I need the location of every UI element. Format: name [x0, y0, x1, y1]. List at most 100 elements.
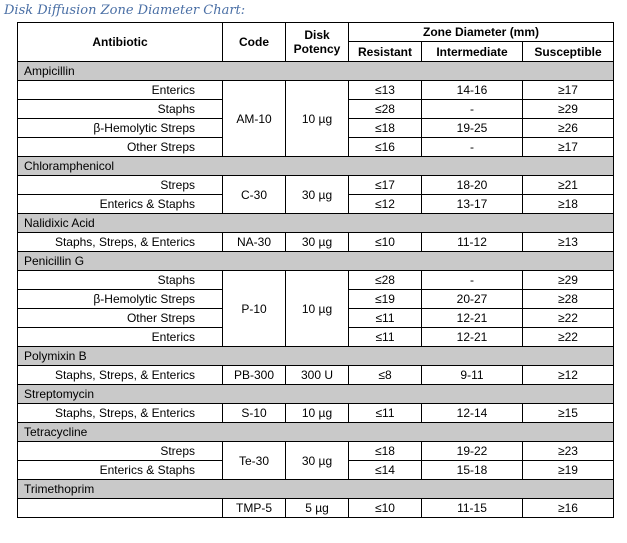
antibiotic-group-row: Polymixin B [16, 346, 615, 366]
code-cell: C-30 [222, 175, 286, 214]
resistant-cell: ≤10 [348, 232, 422, 252]
header-row-top: Antibiotic Code Disk Potency Zone Diamet… [17, 22, 615, 62]
organism-cell: Staphs, Streps, & Enterics [17, 403, 223, 423]
table-row: Staphs, Streps, & Enterics S-10 10 µg ≤11 12… [17, 403, 615, 423]
organism-cell: Streps [17, 175, 223, 195]
antibiotic-group-row: Trimethoprim [16, 479, 615, 499]
table-row: Staphs ≤28- ≥29 [17, 99, 615, 119]
resistant-cell: ≤11 [348, 327, 422, 347]
organism-cell: Enterics & Staphs [17, 460, 223, 480]
intermediate-cell: 11-15 [421, 498, 523, 518]
susceptible-cell: ≥17 [521, 80, 615, 100]
table-row: Streps Te-30 30 µg ≤18 19-22 ≥23 [17, 441, 615, 480]
header-zone-diameter: Zone Diameter (mm) [347, 22, 615, 42]
susceptible-cell: ≥22 [521, 308, 615, 328]
intermediate-cell: 13-17 [421, 194, 523, 214]
antibiotic-group-row: Chloramphenicol [16, 156, 615, 176]
table-row: TMP-5 5 µg ≤10 11-15 ≥16 [17, 498, 615, 518]
resistant-cell: ≤17 [348, 175, 422, 195]
table-row: Enterics AM-10 10 µg ≤13 14-16 ≥17 [17, 80, 615, 157]
organism-cell: Staphs [17, 270, 223, 290]
susceptible-cell: ≥16 [521, 498, 615, 518]
table-row: Enterics & Staphs ≤14 15-18 ≥19 [17, 460, 615, 480]
code-cell: Te-30 [222, 441, 286, 480]
potency-cell: 30 µg [285, 232, 349, 252]
intermediate-cell: 19-22 [421, 441, 523, 461]
susceptible-cell: ≥29 [521, 99, 615, 119]
intermediate-cell: 12-21 [421, 327, 523, 347]
code-cell: P-10 [222, 270, 286, 347]
header-antibiotic: Antibiotic [17, 22, 223, 62]
resistant-cell: ≤11 [348, 308, 422, 328]
intermediate-cell: 12-21 [421, 308, 523, 328]
code-cell: NA-30 [222, 232, 286, 252]
intermediate-cell: 20-27 [421, 289, 523, 309]
potency-cell: 30 µg [285, 175, 349, 214]
resistant-cell: ≤28 [348, 270, 422, 290]
resistant-cell: ≤18 [348, 118, 422, 138]
chart-title: Disk Diffusion Zone Diameter Chart: [4, 3, 246, 18]
susceptible-cell: ≥29 [521, 270, 615, 290]
antibiotic-name: Chloramphenicol [16, 156, 615, 176]
table-row: Staphs P-10 10 µg ≤28- ≥29 [17, 270, 615, 347]
table-row: Staphs, Streps, & Enterics PB-300 300 U ≤8 9… [17, 365, 615, 385]
organism-cell: Staphs, Streps, & Enterics [17, 232, 223, 252]
header-potency-line1: Disk [304, 28, 330, 42]
potency-cell: 10 µg [285, 270, 349, 347]
potency-cell: 10 µg [285, 80, 349, 157]
table-row: β-Hemolytic Streps ≤19 20-27 ≥28 [17, 289, 615, 309]
susceptible-cell: ≥17 [521, 137, 615, 157]
antibiotic-name: Nalidixic Acid [16, 213, 615, 233]
intermediate-cell: 11-12 [421, 232, 523, 252]
intermediate-cell: 14-16 [421, 80, 523, 100]
code-cell: TMP-5 [222, 498, 286, 518]
code-cell: AM-10 [222, 80, 286, 157]
antibiotic-name: Streptomycin [16, 384, 615, 404]
intermediate-cell: 9-11 [421, 365, 523, 385]
zone-diameter-table: Antibiotic Code Disk Potency Zone Diamet… [16, 22, 615, 518]
header-potency-line2: Potency [293, 42, 341, 56]
header-code: Code [222, 22, 286, 62]
organism-cell: β-Hemolytic Streps [17, 118, 223, 138]
resistant-cell: ≤11 [348, 403, 422, 423]
code-cell: PB-300 [222, 365, 286, 385]
resistant-cell: ≤14 [348, 460, 422, 480]
antibiotic-group-row: Penicillin G [16, 251, 615, 271]
susceptible-cell: ≥15 [521, 403, 615, 423]
susceptible-cell: ≥22 [521, 327, 615, 347]
organism-cell: Staphs [17, 99, 223, 119]
table-row: β-Hemolytic Streps ≤18 19-25 ≥26 [17, 118, 615, 138]
antibiotic-group-row: Nalidixic Acid [16, 213, 615, 233]
table-row: Staphs, Streps, & Enterics NA-30 30 µg ≤10 1… [17, 232, 615, 252]
susceptible-cell: ≥28 [521, 289, 615, 309]
potency-cell: 10 µg [285, 403, 349, 423]
susceptible-cell: ≥23 [521, 441, 615, 461]
potency-cell: 5 µg [285, 498, 349, 518]
resistant-cell: ≤13 [348, 80, 422, 100]
intermediate-cell: - [421, 270, 523, 290]
susceptible-cell: ≥13 [521, 232, 615, 252]
resistant-cell: ≤28 [348, 99, 422, 119]
organism-cell: Other Streps [17, 137, 223, 157]
organism-cell: β-Hemolytic Streps [17, 289, 223, 309]
susceptible-cell: ≥12 [521, 365, 615, 385]
intermediate-cell: 18-20 [421, 175, 523, 195]
table-body: Ampicillin Enterics AM-10 10 µg ≤13 14-16 ≥17 S… [16, 61, 615, 518]
antibiotic-name: Polymixin B [16, 346, 615, 366]
resistant-cell: ≤8 [348, 365, 422, 385]
organism-cell [17, 498, 223, 518]
antibiotic-name: Tetracycline [16, 422, 615, 442]
intermediate-cell: 15-18 [421, 460, 523, 480]
organism-cell: Enterics [17, 80, 223, 100]
antibiotic-group-row: Tetracycline [16, 422, 615, 442]
resistant-cell: ≤19 [348, 289, 422, 309]
antibiotic-group-row: Streptomycin [16, 384, 615, 404]
table-row: Enterics ≤11 12-21 ≥22 [17, 327, 615, 347]
code-cell: S-10 [222, 403, 286, 423]
antibiotic-name: Trimethoprim [16, 479, 615, 499]
resistant-cell: ≤12 [348, 194, 422, 214]
intermediate-cell: - [421, 99, 523, 119]
susceptible-cell: ≥18 [521, 194, 615, 214]
resistant-cell: ≤18 [348, 441, 422, 461]
resistant-cell: ≤10 [348, 498, 422, 518]
